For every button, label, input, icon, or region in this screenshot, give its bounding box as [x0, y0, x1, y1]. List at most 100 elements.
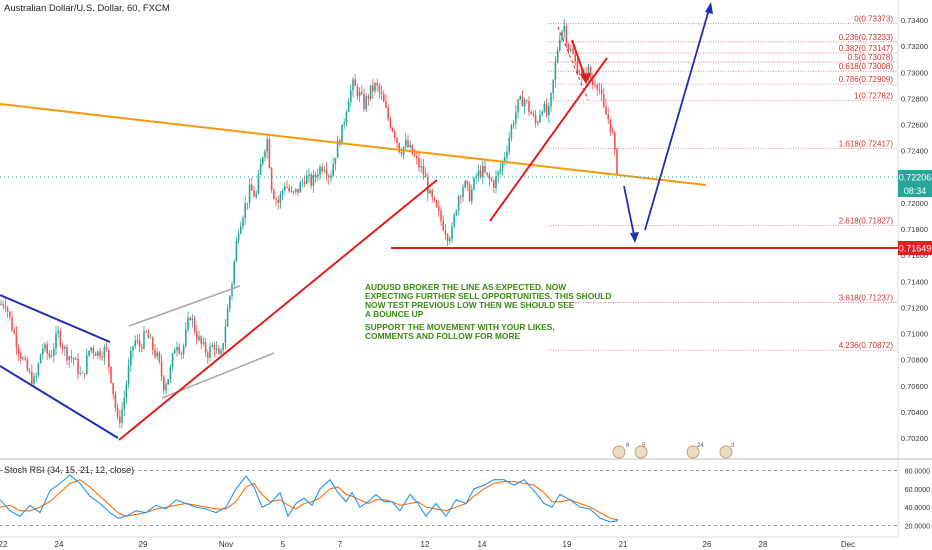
candle-body — [308, 174, 310, 176]
current-price-tag — [898, 170, 932, 184]
red-short-uptrend-line[interactable] — [489, 57, 608, 222]
candle-body — [200, 336, 202, 344]
svg-text:3: 3 — [731, 443, 735, 449]
candle-body — [50, 355, 53, 357]
osc-tick-label: 20.0000 — [905, 523, 930, 530]
svg-text:5: 5 — [642, 443, 646, 449]
stoch-d-line — [0, 479, 619, 521]
candle-body — [75, 358, 77, 360]
candle-body — [11, 316, 13, 331]
candle-body — [409, 145, 411, 148]
candle-body — [372, 85, 374, 92]
chart-title: Australian Dollar/U.S. Dollar, 60, FXCM — [4, 3, 170, 14]
candle-body — [435, 200, 438, 207]
projection-down-line[interactable] — [623, 185, 636, 241]
candle-body — [449, 238, 451, 242]
candle-body — [526, 100, 528, 102]
candle-body — [253, 190, 255, 197]
candle-body — [506, 151, 508, 158]
candle-body — [61, 345, 64, 349]
candle-body — [303, 181, 306, 184]
candle-body — [292, 191, 295, 193]
fib-trend-dashed[interactable] — [557, 26, 589, 101]
candle-body — [284, 187, 286, 191]
candle-body — [537, 122, 539, 124]
candle-body — [405, 139, 407, 147]
candle-body — [224, 326, 227, 344]
grey-channel-upper[interactable] — [128, 285, 241, 327]
event-flag-icon[interactable]: 5 — [634, 443, 648, 459]
candle-body — [567, 44, 570, 51]
small-down-arrow[interactable] — [580, 73, 591, 84]
candle-body — [479, 170, 482, 177]
candle-body — [127, 365, 130, 385]
candle-body — [220, 350, 222, 354]
candle-body — [486, 172, 488, 175]
candle-body — [512, 123, 515, 126]
price-tick-label: 0.70400 — [901, 408, 928, 417]
candle-body — [422, 165, 425, 175]
candle-body — [515, 112, 517, 124]
channel-upper-line[interactable] — [0, 294, 111, 343]
candle-body — [35, 375, 37, 377]
orange-trendline[interactable] — [0, 103, 707, 186]
candle-body — [149, 337, 152, 339]
candle-body — [121, 409, 123, 423]
candle-body — [138, 340, 141, 347]
candle-body — [374, 83, 376, 92]
fib-level-label: 0.5(0.73078) — [848, 53, 894, 62]
candle-body — [163, 376, 165, 391]
candle-body — [83, 373, 86, 375]
event-flag-icon[interactable]: 24 — [686, 443, 704, 459]
candle-body — [528, 101, 530, 113]
red-uptrend-line[interactable] — [118, 179, 438, 441]
price-tick-label: 0.71000 — [901, 330, 928, 339]
time-tick-label: Nov — [219, 540, 233, 549]
price-tick-label: 0.72000 — [901, 199, 928, 208]
candle-body — [420, 165, 422, 168]
economic-events[interactable]: 8 5 24 3 — [612, 443, 735, 459]
candle-body — [317, 174, 319, 177]
candle-body — [152, 337, 154, 350]
time-tick-label: 19 — [563, 540, 572, 549]
note-line-4: A BOUNCE UP — [365, 309, 424, 319]
candle-body — [495, 176, 497, 188]
candle-body — [570, 48, 572, 51]
oscillator-title: Stoch RSI (34, 15, 21, 12, close) — [4, 465, 134, 475]
candle-body — [33, 376, 35, 384]
candle-body — [442, 220, 444, 231]
candle-body — [255, 193, 257, 197]
candle-body — [482, 165, 484, 177]
candle-body — [363, 94, 365, 110]
note-line-5: SUPPORT THE MOVEMENT WITH YOUR LIKES, — [365, 322, 555, 332]
candle-body — [545, 104, 548, 116]
drawings[interactable] — [0, 2, 898, 441]
candle-body — [176, 347, 178, 351]
candle-body — [484, 165, 486, 173]
candle-body — [462, 187, 464, 197]
candle-body — [378, 85, 381, 92]
event-flag-icon[interactable]: 8 — [612, 443, 630, 459]
candle-body — [499, 168, 502, 172]
event-flag-icon[interactable]: 3 — [719, 443, 735, 459]
channel-lower-line[interactable] — [0, 365, 119, 439]
candle-body — [578, 74, 581, 75]
candle-body — [552, 79, 554, 93]
candle-body — [358, 91, 361, 96]
price-tick-label: 0.73200 — [901, 42, 928, 51]
projection-up-line[interactable] — [644, 5, 711, 231]
oscillator-axis-ticks: 80.0000 60.0000 40.0000 20.0000 — [905, 469, 930, 531]
candle-body — [427, 177, 429, 194]
candle-body — [24, 358, 26, 360]
time-tick-label: 7 — [338, 540, 343, 549]
candle-body — [130, 351, 132, 366]
candle-body — [154, 349, 156, 357]
candle-body — [559, 39, 561, 51]
candle-body — [398, 142, 400, 153]
candle-body — [48, 353, 51, 357]
candle-body — [215, 348, 218, 350]
fibonacci-levels[interactable]: 0(0.73373)0.236(0.73233)0.382(0.73147)0.… — [548, 15, 898, 351]
fib-level-label: 0.786(0.72909) — [839, 75, 894, 84]
candle-body — [581, 72, 583, 75]
